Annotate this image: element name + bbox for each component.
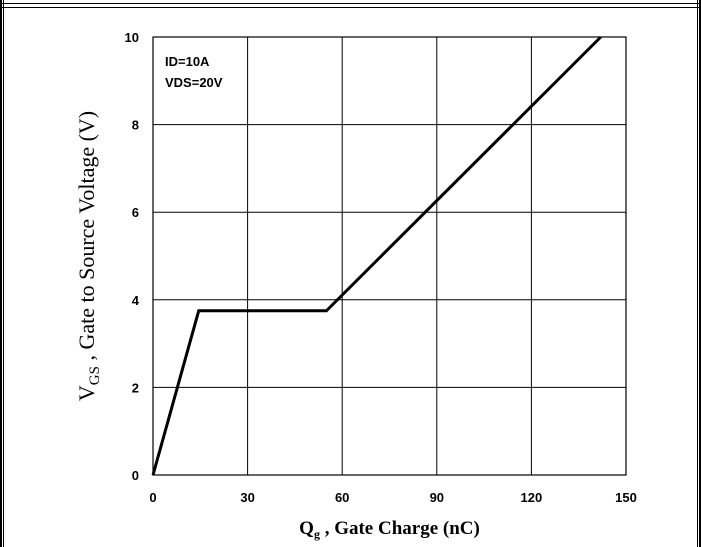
y-tick-label: 10 (125, 30, 139, 45)
y-tick-label: 0 (132, 468, 139, 483)
frame-right-border (699, 0, 701, 547)
y-tick-label: 8 (132, 118, 139, 133)
frame-top-border (0, 0, 701, 8)
y-axis-label-main: V (74, 385, 99, 401)
frame-left-border (0, 0, 2, 547)
x-tick-label: 120 (521, 490, 543, 505)
y-axis-label-rest: , Gate to Source Voltage (V) (74, 111, 99, 366)
frame-right-inner-border (697, 0, 698, 547)
series-line (151, 35, 602, 476)
y-axis-label-subscript: GS (87, 366, 103, 385)
frame-left-inner-border (3, 0, 4, 547)
annotation-background (159, 47, 237, 95)
y-axis-label: VGS , Gate to Source Voltage (V) (74, 111, 103, 401)
y-tick-labels: 0 2 4 6 8 10 (125, 30, 140, 483)
x-tick-label: 30 (240, 490, 254, 505)
x-axis-label-main: Q (299, 518, 314, 539)
annotation-vds: VDS=20V (165, 75, 223, 90)
y-tick-label: 4 (132, 293, 140, 308)
x-tick-labels: 0 30 60 90 120 150 (149, 490, 636, 505)
x-tick-label: 0 (149, 490, 156, 505)
grid-lines (152, 36, 627, 476)
x-tick-label: 60 (335, 490, 349, 505)
y-tick-label: 2 (132, 380, 139, 395)
y-tick-label: 6 (132, 205, 139, 220)
series-layer (151, 35, 602, 476)
annotation-id: ID=10A (165, 54, 210, 69)
x-tick-label: 90 (430, 490, 444, 505)
plot-area-border (152, 36, 627, 476)
x-tick-label: 150 (615, 490, 637, 505)
x-axis-label: Qg , Gate Charge (nC) (299, 518, 480, 541)
x-axis-label-rest: , Gate Charge (nC) (320, 518, 480, 539)
x-axis-label-subscript: g (314, 527, 320, 541)
